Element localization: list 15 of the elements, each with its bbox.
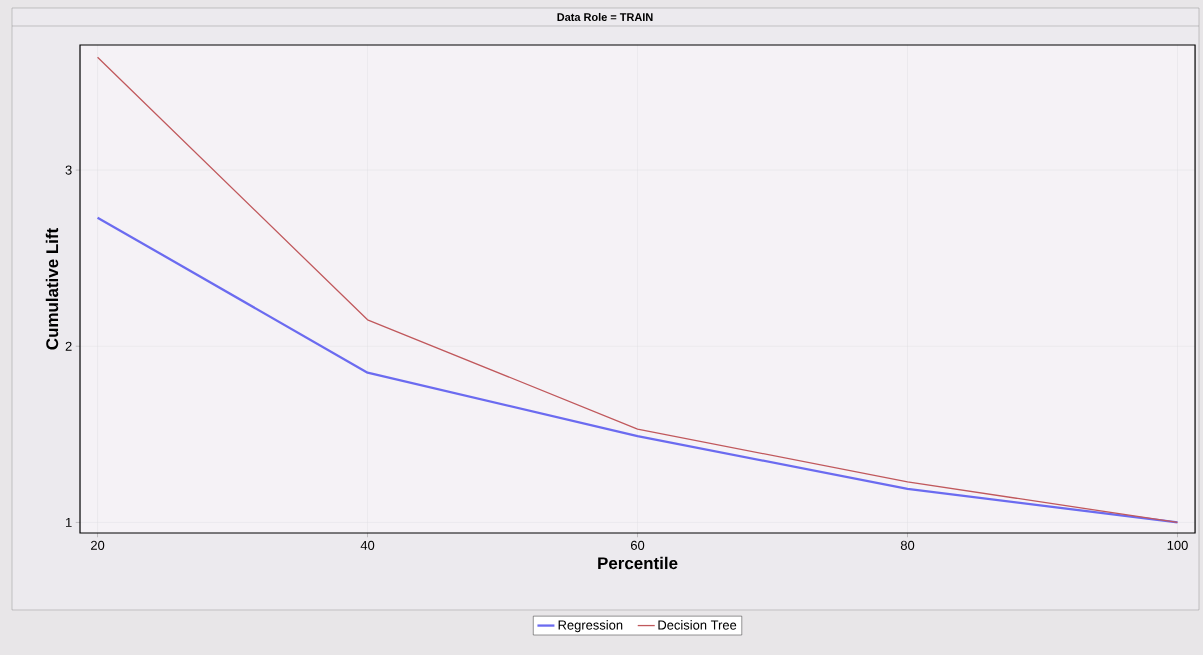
line-series (96, 216, 1179, 524)
chart-title: Data Role = TRAIN (557, 12, 653, 22)
y-tick-label: 1 (66, 517, 72, 527)
x-tick-label: 20 (91, 540, 105, 550)
line-series (96, 56, 1179, 524)
x-tick-label: 100 (1167, 540, 1188, 550)
y-axis-title: Cumulative Lift (45, 228, 59, 350)
y-tick-label: 2 (65, 341, 72, 351)
x-tick-label: 60 (630, 540, 645, 550)
legend-label: Decision Tree (658, 620, 737, 630)
legend-label: Regression (558, 620, 623, 633)
x-tick-label: 80 (900, 540, 915, 550)
x-tick-label: 40 (360, 540, 375, 550)
x-axis-title: Percentile (598, 556, 678, 570)
y-tick-label: 3 (65, 165, 72, 175)
